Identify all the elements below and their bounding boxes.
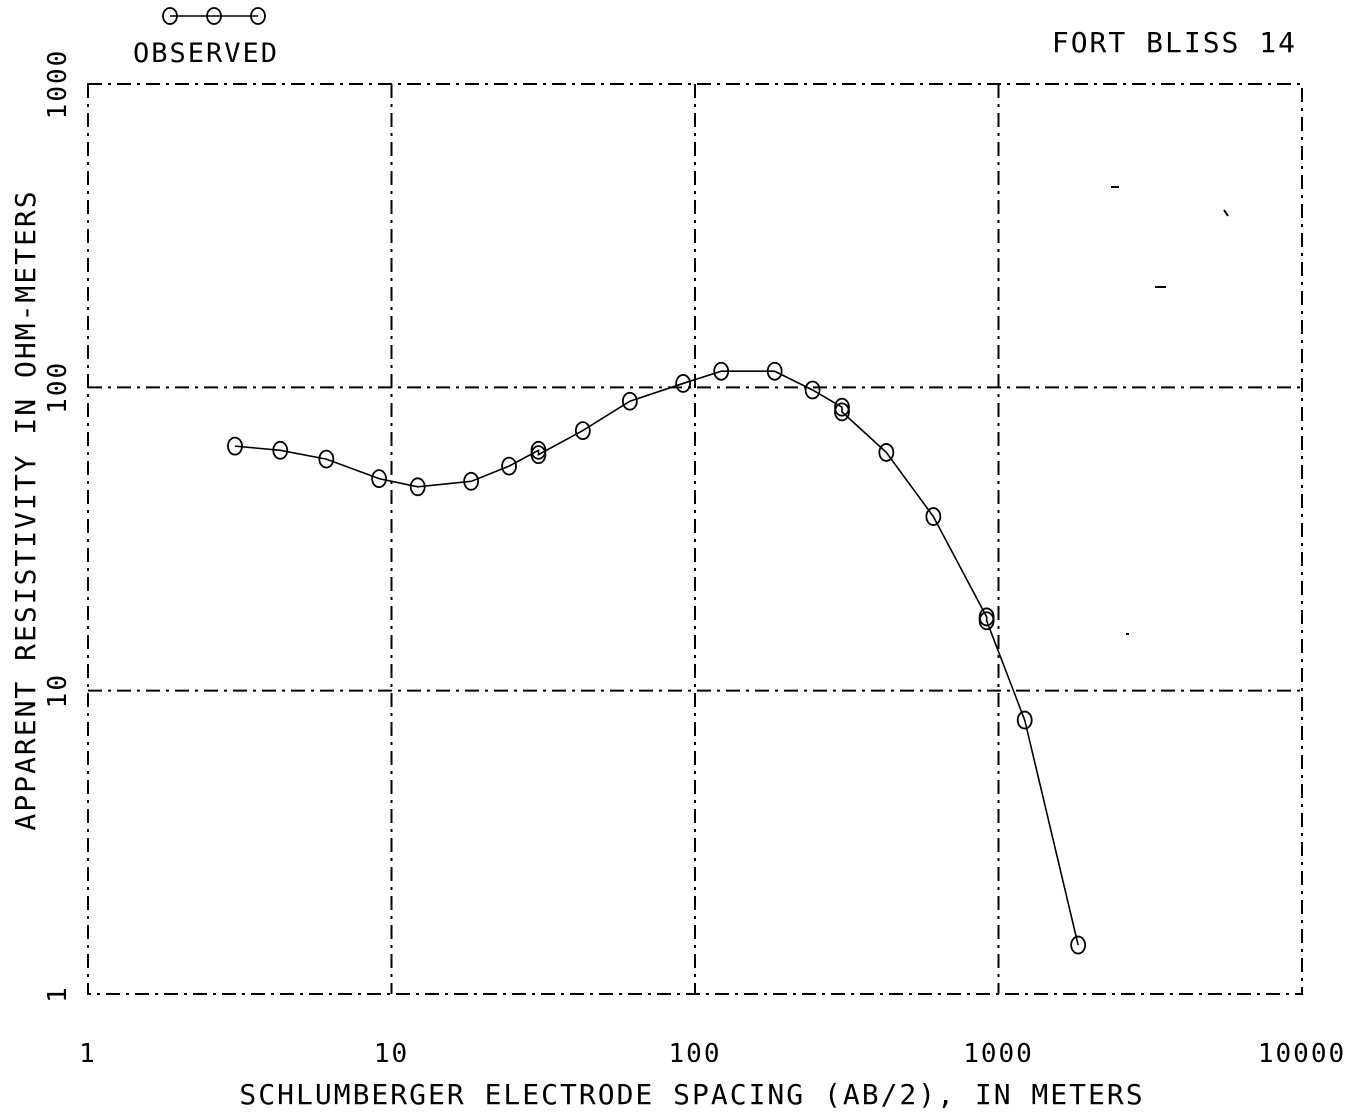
y-tick-label: 1 bbox=[43, 985, 73, 1003]
observed-data-point bbox=[463, 471, 480, 491]
observed-data-point bbox=[227, 436, 243, 456]
observed-data-point bbox=[713, 361, 730, 381]
observed-data-point bbox=[925, 507, 942, 526]
observed-data-point bbox=[530, 445, 547, 465]
observed-data-point bbox=[371, 469, 387, 489]
observed-data-point bbox=[804, 380, 821, 400]
observed-data-point bbox=[834, 402, 850, 422]
observed-curve-line bbox=[234, 370, 1079, 946]
observed-data-point bbox=[272, 440, 289, 460]
y-tick-label: 10 bbox=[43, 673, 73, 708]
observed-data-point bbox=[878, 443, 895, 462]
observed-data-point bbox=[675, 374, 692, 393]
observed-data-point bbox=[978, 611, 995, 631]
legend: OBSERVED bbox=[133, 7, 279, 69]
grid-lines bbox=[88, 84, 1302, 994]
observed-series bbox=[227, 361, 1087, 955]
x-tick-label: 1000 bbox=[963, 1039, 1034, 1069]
tick-labels: 1 10 100 1000 10000 1 10 100 1000 bbox=[43, 49, 1346, 1069]
observed-data-point bbox=[834, 397, 850, 417]
plot-frame bbox=[87, 83, 1303, 995]
observed-data-point bbox=[1070, 935, 1087, 955]
observed-data-point bbox=[621, 391, 638, 411]
legend-marker-sample bbox=[250, 7, 266, 25]
observed-data-point bbox=[574, 421, 591, 441]
y-tick-label: 100 bbox=[43, 361, 73, 414]
y-tick-label: 1000 bbox=[43, 49, 73, 120]
x-tick-label: 1 bbox=[79, 1039, 97, 1069]
legend-line-marker-sample bbox=[162, 7, 266, 25]
stray-plotter-marks bbox=[1111, 186, 1229, 635]
chart-title: FORT BLISS 14 bbox=[1052, 26, 1297, 59]
observed-data-point bbox=[318, 449, 335, 469]
legend-marker-sample bbox=[162, 7, 178, 25]
legend-marker-sample bbox=[206, 7, 222, 25]
x-tick-label: 10 bbox=[374, 1039, 409, 1069]
legend-label: OBSERVED bbox=[133, 38, 279, 69]
observed-data-point bbox=[1016, 710, 1033, 730]
x-tick-label: 10000 bbox=[1258, 1039, 1346, 1069]
x-axis-title: SCHLUMBERGER ELECTRODE SPACING (AB/2), I… bbox=[239, 1078, 1144, 1111]
y-axis-title: APPARENT RESISTIVITY IN OHM-METERS bbox=[9, 189, 42, 830]
observed-data-point bbox=[409, 477, 426, 497]
plot-frame-border bbox=[87, 83, 1303, 995]
observed-data-point bbox=[501, 456, 517, 476]
x-tick-label: 100 bbox=[669, 1039, 722, 1069]
plotter-speck bbox=[1223, 209, 1229, 217]
observed-data-point bbox=[766, 361, 783, 381]
